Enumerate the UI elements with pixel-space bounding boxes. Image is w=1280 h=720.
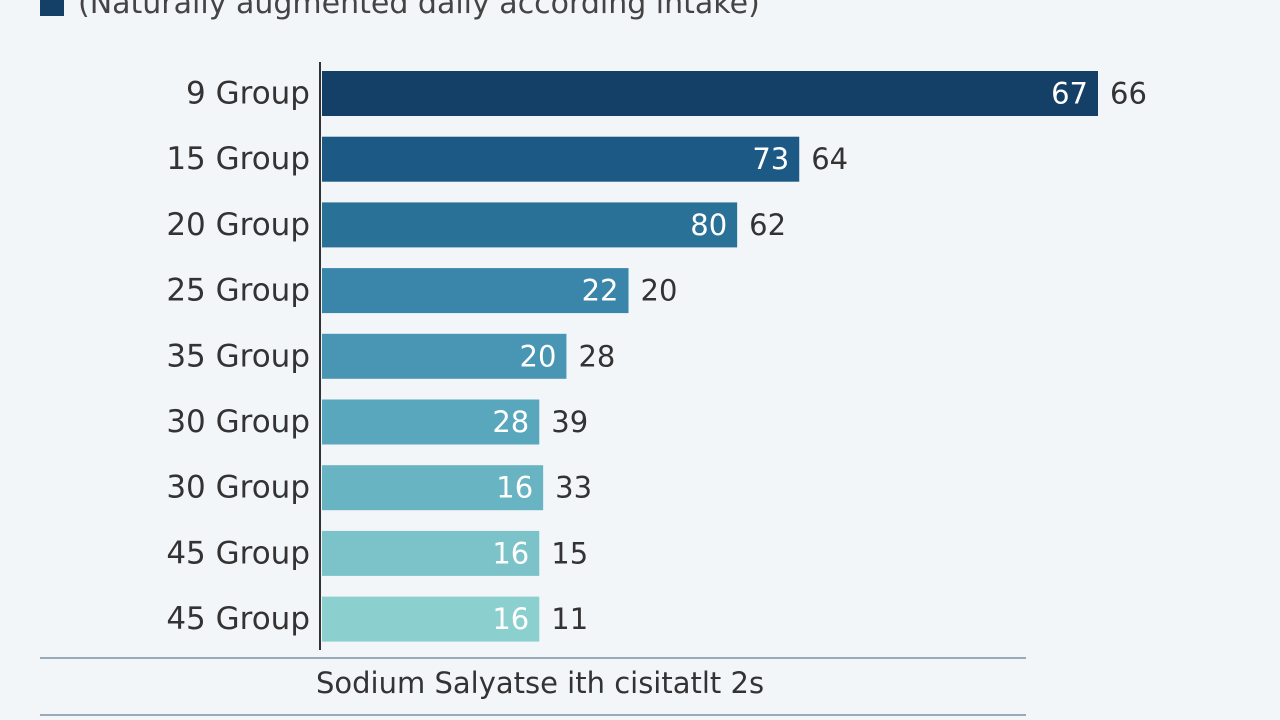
bar xyxy=(322,71,1098,116)
legend-label: (Naturally augmented daily according int… xyxy=(78,0,760,21)
value-labels: 67 73 80 22 20 28 16 16 16 xyxy=(492,77,1088,637)
category-label: 20 Group xyxy=(166,207,310,243)
secondary-value-label: 62 xyxy=(749,208,786,242)
category-label: 45 Group xyxy=(166,601,310,637)
category-labels: 9 Group 15 Group 20 Group 25 Group 35 Group 3… xyxy=(166,76,310,638)
bar xyxy=(322,136,800,182)
legend-swatch xyxy=(40,0,64,16)
secondary-value-label: 33 xyxy=(555,471,592,505)
bar-chart: 9 Group 15 Group 20 Group 25 Group 35 Group 3… xyxy=(166,62,1147,650)
secondary-value-label: 11 xyxy=(551,602,588,636)
secondary-value-label: 15 xyxy=(551,536,588,570)
value-label: 16 xyxy=(492,602,529,636)
secondary-value-label: 39 xyxy=(551,405,588,439)
bar xyxy=(322,399,540,445)
category-label: 9 Group xyxy=(186,76,310,112)
category-label: 15 Group xyxy=(166,141,310,177)
category-label: 45 Group xyxy=(166,535,310,571)
axis-rule-bottom xyxy=(40,714,1026,716)
value-label: 22 xyxy=(582,274,619,308)
value-label: 16 xyxy=(492,536,529,570)
category-label: 35 Group xyxy=(166,338,310,374)
secondary-value-labels: 66 64 62 20 28 39 33 15 11 xyxy=(551,77,1147,637)
value-label: 16 xyxy=(496,471,533,505)
secondary-value-label: 64 xyxy=(811,142,848,176)
category-label: 30 Group xyxy=(166,404,310,440)
bar xyxy=(322,465,544,511)
bar xyxy=(322,202,738,248)
value-label: 73 xyxy=(752,142,789,176)
axis-rule-top xyxy=(40,657,1026,659)
secondary-value-label: 66 xyxy=(1110,77,1147,111)
bar xyxy=(322,333,567,379)
bar xyxy=(322,268,629,314)
value-label: 20 xyxy=(520,339,557,373)
secondary-value-label: 20 xyxy=(641,274,678,308)
legend: (Naturally augmented daily according int… xyxy=(40,0,760,21)
value-label: 80 xyxy=(690,208,727,242)
bar xyxy=(322,530,540,576)
value-label: 67 xyxy=(1051,77,1088,111)
category-label: 25 Group xyxy=(166,273,310,309)
bar xyxy=(322,596,540,642)
x-axis-label: Sodium Salyatse ith cisitatlt 2s xyxy=(316,666,765,700)
value-label: 28 xyxy=(492,405,529,439)
secondary-value-label: 28 xyxy=(578,339,615,373)
bars xyxy=(322,71,1098,642)
category-label: 30 Group xyxy=(166,470,310,506)
